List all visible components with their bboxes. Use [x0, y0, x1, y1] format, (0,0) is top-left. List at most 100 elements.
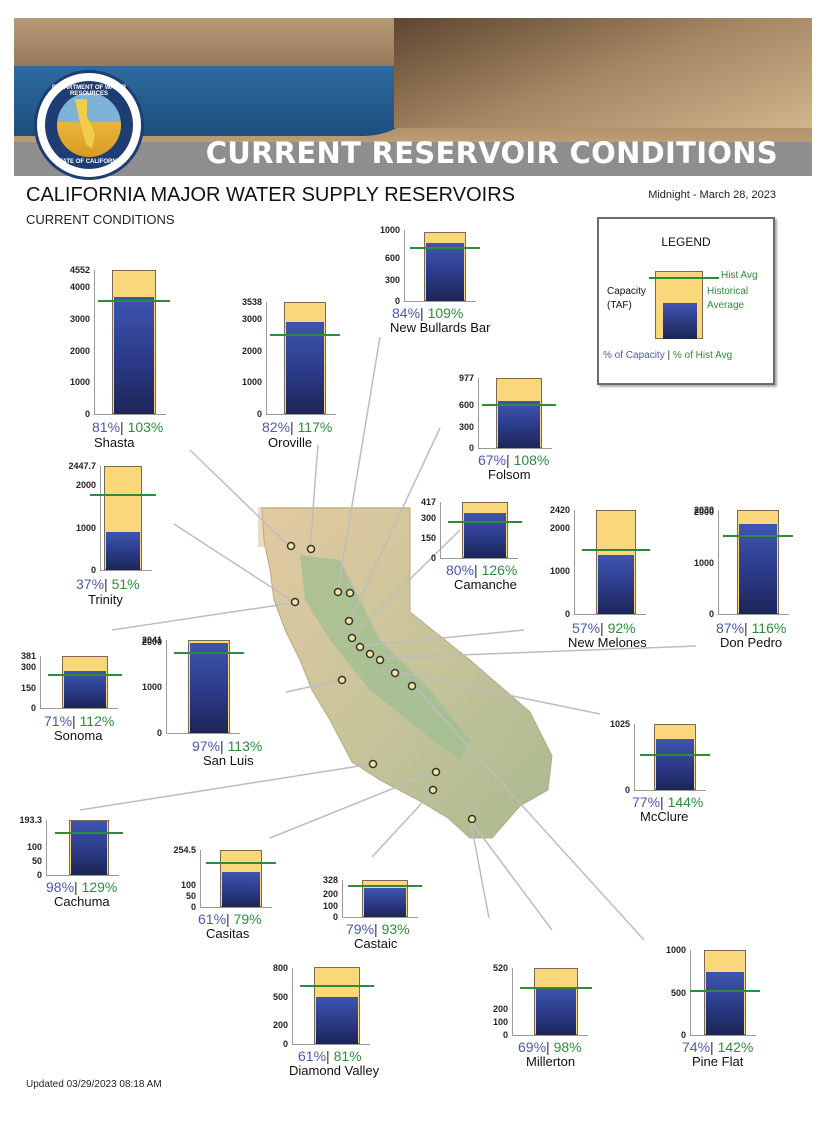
storage-bar — [426, 243, 464, 301]
reservoir-name: San Luis — [203, 753, 254, 768]
pct-separator: | — [546, 1039, 554, 1055]
y-tick-label: 0 — [90, 565, 96, 575]
reservoir-name: Sonoma — [54, 728, 103, 743]
percent-labels: 57%| 92% — [572, 621, 636, 636]
pct-separator: | — [104, 576, 112, 592]
y-axis-line — [574, 510, 575, 614]
hist-avg-line — [174, 652, 244, 655]
y-axis-line — [100, 466, 101, 570]
hist-avg-line — [348, 884, 422, 887]
pct-hist-avg: 117% — [297, 419, 333, 435]
x-axis-baseline — [46, 875, 119, 876]
y-tick-label: 0 — [680, 1030, 686, 1040]
y-tick-label: 0 — [394, 296, 400, 306]
percent-labels: 61%| 81% — [298, 1049, 362, 1064]
pct-capacity: 61% — [298, 1048, 327, 1064]
y-tick-label: 300 — [420, 512, 436, 523]
pct-hist-avg: 51% — [111, 576, 140, 592]
reservoir-name: Diamond Valley — [289, 1063, 380, 1078]
x-axis-baseline — [266, 414, 336, 415]
y-tick-label: 200 — [272, 1020, 288, 1030]
y-tick-label: 100 — [492, 1017, 508, 1028]
storage-bar — [71, 821, 107, 875]
y-tick-label: 0 — [36, 870, 42, 880]
y-tick-label: 381 — [20, 651, 36, 661]
y-axis-line — [292, 968, 293, 1044]
y-tick-label: 417 — [420, 497, 436, 507]
x-axis-baseline — [166, 733, 240, 734]
y-tick-label: 1000 — [693, 557, 714, 568]
y-tick-label: 3538 — [241, 297, 262, 307]
y-tick-label: 3000 — [241, 314, 262, 325]
y-axis-line — [40, 656, 41, 708]
y-tick-label: 0 — [282, 1039, 288, 1049]
legend-capacity-label: Capacity (TAF) — [607, 286, 646, 311]
y-tick-label: 600 — [384, 253, 400, 264]
y-tick-label: 4552 — [69, 265, 90, 275]
storage-bar — [64, 671, 106, 708]
pct-capacity: 57% — [572, 620, 601, 636]
pct-hist-avg: 81% — [333, 1048, 362, 1064]
pct-separator: | — [710, 1039, 718, 1055]
x-axis-baseline — [574, 614, 646, 615]
y-tick-label: 2000 — [549, 523, 570, 534]
y-axis-line — [478, 378, 479, 448]
y-tick-label: 1025 — [609, 719, 630, 729]
reservoir-name: Cachuma — [54, 894, 110, 909]
y-tick-label: 2000 — [693, 506, 714, 517]
y-tick-label: 200 — [322, 889, 338, 900]
percent-labels: 77%| 144% — [632, 795, 703, 810]
y-tick-label: 0 — [468, 443, 474, 453]
x-axis-baseline — [292, 1044, 370, 1045]
y-tick-label: 200 — [492, 1004, 508, 1015]
y-tick-label: 300 — [20, 662, 36, 673]
y-tick-label: 0 — [564, 609, 570, 619]
hist-avg-line — [90, 493, 156, 496]
hist-avg-line — [723, 535, 793, 538]
percent-labels: 80%| 126% — [446, 563, 517, 578]
y-axis-line — [94, 270, 95, 414]
hist-avg-line — [410, 247, 480, 250]
reservoir-name: Pine Flat — [692, 1054, 744, 1069]
hist-avg-line — [482, 403, 556, 406]
y-tick-label: 0 — [190, 902, 196, 912]
updated-timestamp: Updated 03/29/2023 08:18 AM — [26, 1079, 162, 1090]
y-tick-label: 150 — [420, 532, 436, 543]
y-tick-label: 1000 — [69, 377, 90, 388]
x-axis-baseline — [440, 558, 518, 559]
seal-top-text: DEPARTMENT OF WATER RESOURCES — [51, 85, 127, 97]
percent-labels: 67%| 108% — [478, 453, 549, 468]
y-tick-label: 600 — [458, 400, 474, 410]
pct-separator: | — [226, 911, 234, 927]
y-tick-label: 977 — [458, 373, 474, 383]
y-tick-label: 1000 — [379, 225, 400, 235]
reservoir-name: Shasta — [94, 435, 135, 450]
pct-capacity: 98% — [46, 879, 75, 895]
y-tick-label: 520 — [492, 963, 508, 973]
reservoir-name: McClure — [640, 809, 689, 824]
y-tick-label: 0 — [156, 728, 162, 738]
hist-avg-line — [48, 673, 122, 676]
y-tick-label: 2447.7 — [68, 461, 96, 471]
pct-separator: | — [220, 738, 228, 754]
y-tick-label: 0 — [30, 703, 36, 713]
pct-hist-avg: 116% — [751, 620, 787, 636]
y-tick-label: 50 — [185, 890, 196, 901]
x-axis-baseline — [94, 414, 166, 415]
y-tick-label: 100 — [26, 841, 42, 852]
y-axis-line — [342, 880, 343, 917]
y-tick-label: 4000 — [69, 282, 90, 293]
reservoir-name: Millerton — [526, 1054, 576, 1069]
reservoir-name: Don Pedro — [720, 635, 783, 650]
percent-labels: 84%| 109% — [392, 306, 463, 321]
pct-hist-avg: 112% — [79, 713, 115, 729]
reservoir-name: Casitas — [206, 926, 250, 941]
reservoir-name: Camanche — [454, 577, 517, 592]
y-tick-label: 0 — [624, 785, 630, 795]
legend-storage-swatch — [663, 303, 697, 339]
pct-hist-avg: 92% — [607, 620, 636, 636]
reservoir-name: Folsom — [488, 467, 531, 482]
x-axis-baseline — [478, 448, 552, 449]
percent-labels: 71%| 112% — [44, 714, 114, 729]
